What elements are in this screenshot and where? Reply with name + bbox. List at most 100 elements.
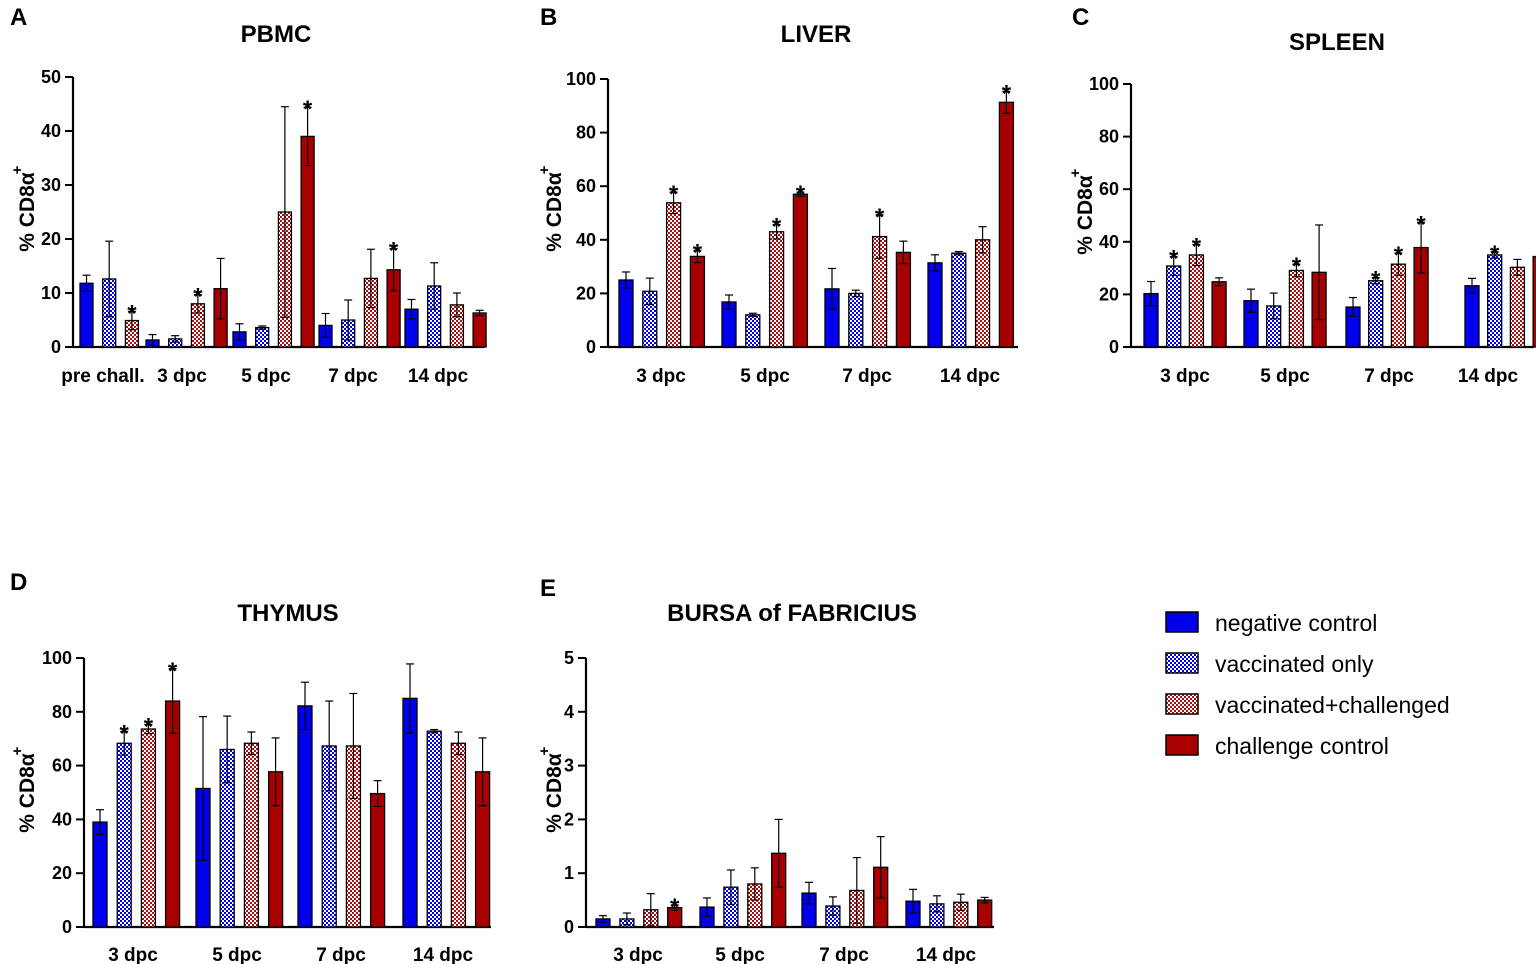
category-label-b-0: 3 dpc: [636, 366, 686, 387]
panel-title-b: LIVER: [781, 21, 852, 48]
category-label-c-2: 7 dpc: [1364, 366, 1414, 387]
legend-label-vaccinated-only: vaccinated only: [1215, 651, 1374, 677]
y-axis-label-c: % CD8α: [1074, 175, 1097, 255]
y-axis-label-a: % CD8α: [16, 172, 39, 252]
category-label-b-1: 5 dpc: [740, 366, 790, 387]
panel-title-c: SPLEEN: [1289, 29, 1385, 56]
category-label-c-1: 5 dpc: [1260, 366, 1310, 387]
legend-label-vaccinated-challenged: vaccinated+challenged: [1215, 692, 1450, 718]
bar-d-challenge-control-2: [369, 792, 386, 928]
category-label-c-0: 3 dpc: [1160, 366, 1210, 387]
significance-star-b-challenge-control-3: *: [1002, 80, 1012, 107]
bar-b-negative-control-0: [618, 279, 634, 348]
bar-b-challenge-control-1: [792, 193, 809, 348]
y-tick-label-b-2: 40: [576, 230, 596, 250]
y-axis-label-sup-c: +: [1067, 168, 1084, 177]
significance-star-b-vaccinated-challenged-1: *: [772, 214, 782, 241]
y-tick-label-c-5: 100: [1089, 74, 1119, 94]
bar-c-vaccinated-only-0: [1166, 265, 1182, 348]
significance-star-a-vaccinated-challenged-1: *: [193, 284, 203, 311]
bar-b-challenge-control-0: [689, 255, 706, 348]
panel-c: C SPLEEN % CD8α+0 20 40 60 80 100 3 dpc 5 dpc 7 dp…: [1067, 4, 1536, 387]
bar-b-vaccinated-only-1: [745, 314, 761, 348]
significance-star-b-challenge-control-1: *: [796, 181, 806, 208]
panel-e: E BURSA of FABRICIUS % CD8α+0 1 2 3 4 5 3 dpc 5 d…: [536, 575, 994, 964]
significance-star-c-vaccinated-challenged-2: *: [1394, 242, 1404, 269]
y-axis-label-d: % CD8α: [16, 753, 39, 833]
y-tick-label-c-3: 60: [1099, 179, 1119, 199]
bar-d-negative-control-0: [92, 821, 108, 928]
bar-c-challenge-control-3: [1532, 255, 1536, 348]
y-tick-label-a-1: 10: [41, 283, 61, 303]
y-tick-label-b-3: 60: [576, 176, 596, 196]
bar-c-vaccinated-challenged-2: [1390, 263, 1407, 348]
significance-star-c-vaccinated-only-3: *: [1490, 241, 1500, 268]
bar-b-vaccinated-challenged-0: [665, 202, 682, 348]
category-label-a-0: pre chall.: [61, 366, 144, 387]
legend-swatch-negative-control: [1165, 611, 1199, 633]
bar-b-vaccinated-challenged-3: [974, 239, 991, 348]
category-label-b-3: 14 dpc: [940, 366, 1001, 387]
y-axis-label-b: % CD8α: [543, 172, 566, 252]
significance-star-e-challenge-control-0: *: [670, 894, 680, 921]
significance-star-c-challenge-control-2: *: [1416, 211, 1426, 238]
legend-swatch-vaccinated-only: [1165, 652, 1199, 674]
significance-star-d-vaccinated-challenged-0: *: [144, 713, 154, 740]
significance-star-c-vaccinated-challenged-0: *: [1192, 233, 1202, 260]
y-tick-label-e-5: 5: [564, 648, 574, 668]
significance-star-d-vaccinated-only-0: *: [120, 720, 130, 747]
bar-d-vaccinated-only-0: [116, 742, 132, 928]
panel-b: B LIVER % CD8α+0 20 40 60 80 100 3 dpc 5 dpc 7 dpc…: [536, 4, 1018, 387]
category-label-e-1: 5 dpc: [715, 945, 765, 964]
y-tick-label-a-2: 20: [41, 229, 61, 249]
significance-star-c-vaccinated-only-0: *: [1169, 246, 1179, 273]
y-tick-label-d-0: 0: [62, 917, 72, 937]
category-label-d-3: 14 dpc: [413, 945, 474, 964]
legend-label-negative-control: negative control: [1215, 610, 1377, 636]
bar-a-negative-control-0: [79, 282, 94, 348]
panel-a: A PBMC % CD8α+0 10 20 30 40 50 pre chall. 3 dpc 5 …: [9, 4, 487, 387]
panel-title-d: THYMUS: [237, 600, 338, 627]
category-label-a-2: 5 dpc: [241, 366, 291, 387]
y-tick-label-e-3: 3: [564, 756, 574, 776]
category-label-d-0: 3 dpc: [108, 945, 158, 964]
panel-letter-a: A: [10, 4, 27, 31]
y-tick-label-e-0: 0: [564, 917, 574, 937]
bar-c-vaccinated-challenged-3: [1509, 266, 1526, 348]
significance-star-b-vaccinated-challenged-2: *: [875, 204, 885, 231]
bar-a-challenge-control-2: [300, 135, 315, 348]
panel-letter-b: B: [540, 4, 557, 31]
significance-star-b-vaccinated-challenged-0: *: [669, 181, 679, 208]
panel-letter-e: E: [540, 575, 556, 602]
bar-b-challenge-control-2: [895, 251, 912, 348]
category-label-a-1: 3 dpc: [157, 366, 207, 387]
y-tick-label-b-4: 80: [576, 123, 596, 143]
bar-c-negative-control-3: [1464, 285, 1480, 348]
y-tick-label-b-5: 100: [566, 69, 596, 89]
y-axis-label-sup-e: +: [536, 746, 553, 755]
category-label-d-2: 7 dpc: [316, 945, 366, 964]
y-tick-label-d-3: 60: [52, 756, 72, 776]
y-tick-label-a-3: 30: [41, 175, 61, 195]
category-label-a-3: 7 dpc: [328, 366, 378, 387]
significance-star-c-vaccinated-challenged-1: *: [1292, 253, 1302, 280]
y-tick-label-d-4: 80: [52, 702, 72, 722]
bar-d-vaccinated-challenged-0: [140, 728, 157, 928]
panel-letter-c: C: [1072, 4, 1089, 31]
significance-star-c-vaccinated-only-2: *: [1371, 267, 1381, 294]
y-tick-label-d-2: 40: [52, 809, 72, 829]
bar-c-vaccinated-challenged-0: [1188, 254, 1205, 348]
y-tick-label-a-5: 50: [41, 67, 61, 87]
legend-label-challenge-control: challenge control: [1215, 733, 1389, 759]
y-axis-label-sup-b: +: [536, 165, 553, 174]
bar-b-vaccinated-only-2: [848, 292, 864, 348]
panel-d: D THYMUS % CD8α+0 20 40 60 80 100 3 dpc 5 dpc 7 dp…: [9, 569, 491, 964]
category-label-e-2: 7 dpc: [819, 945, 869, 964]
category-label-e-0: 3 dpc: [613, 945, 663, 964]
bar-d-vaccinated-only-3: [426, 730, 442, 928]
bar-c-challenge-control-0: [1211, 281, 1227, 348]
y-tick-label-d-1: 20: [52, 863, 72, 883]
significance-star-a-challenge-control-2: *: [303, 96, 313, 123]
